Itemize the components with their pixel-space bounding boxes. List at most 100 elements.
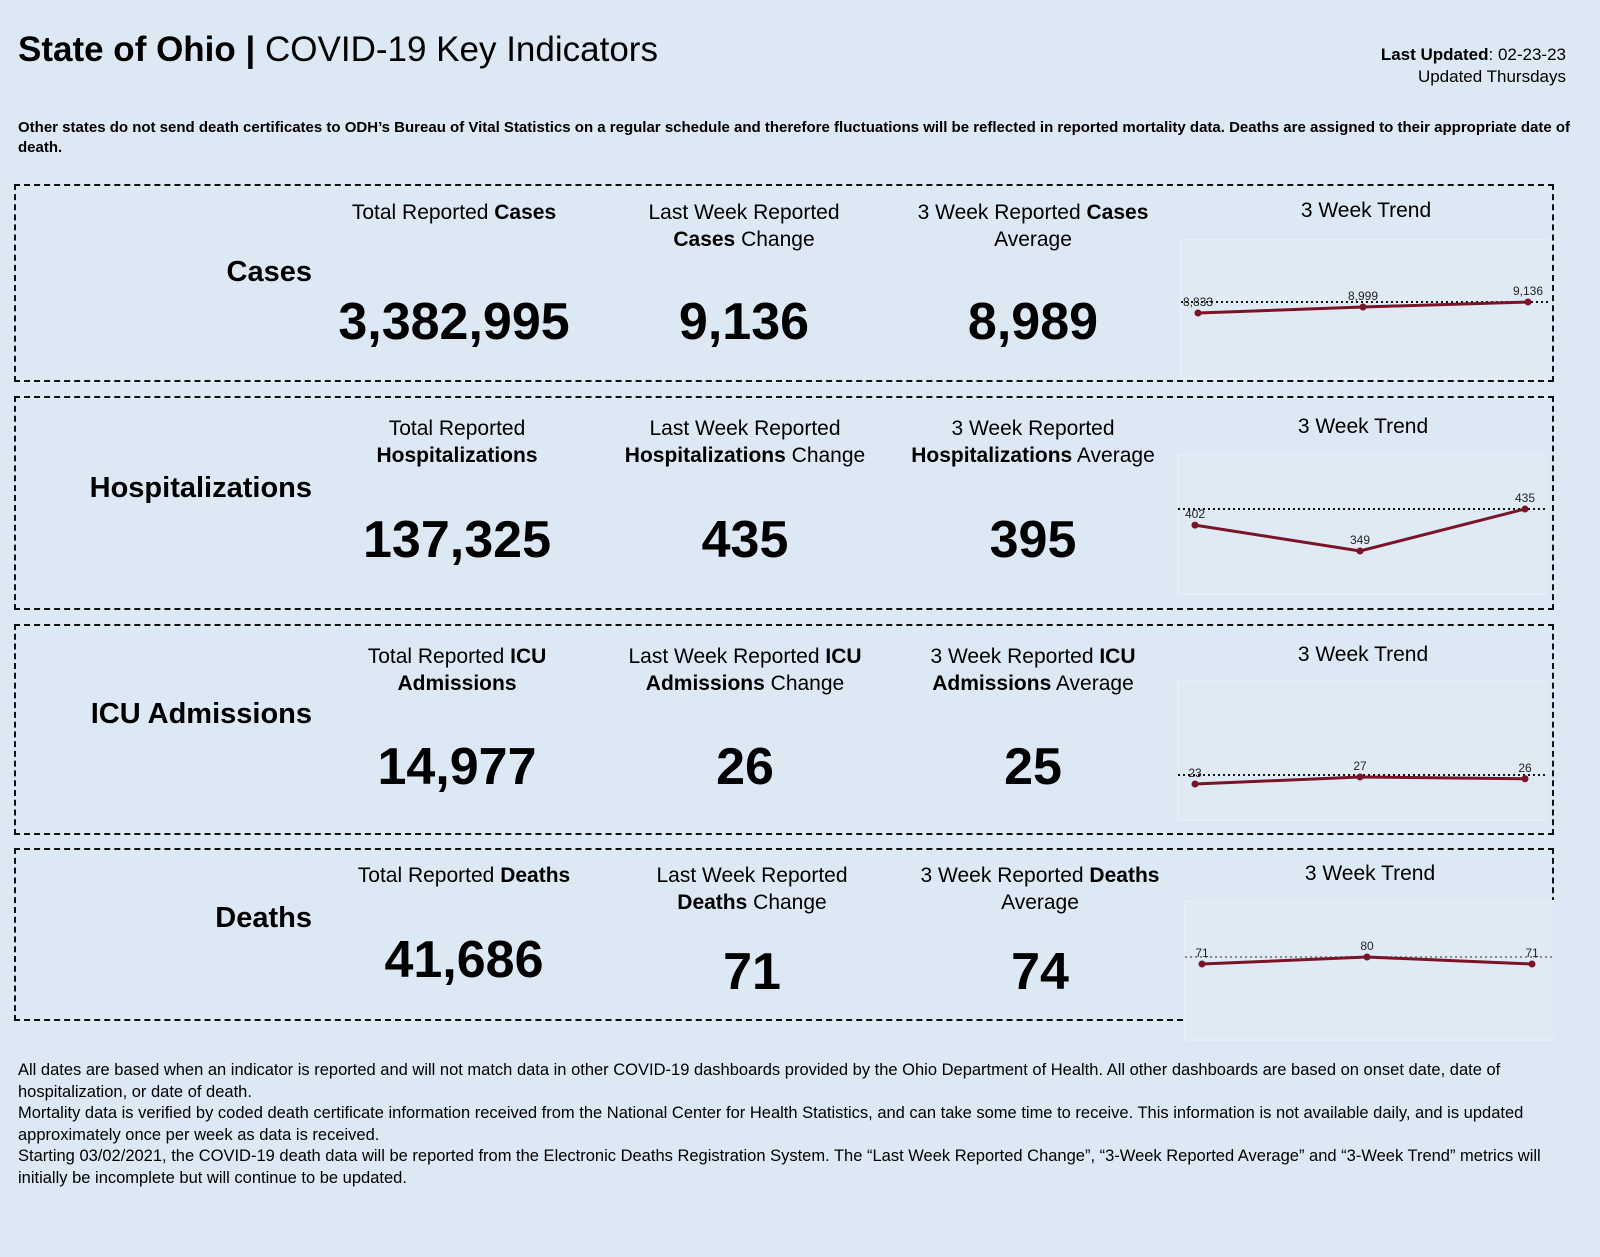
trend-plot-area bbox=[1177, 454, 1547, 595]
trend-chart: 23 27 26 bbox=[1177, 680, 1547, 821]
trend-plot-area bbox=[1184, 900, 1554, 1041]
trend-point-label: 27 bbox=[1353, 759, 1367, 773]
trend-point-label: 8,999 bbox=[1348, 289, 1378, 303]
trend-plot-area bbox=[1177, 680, 1547, 821]
metric-title: Total Reported Deaths bbox=[319, 862, 609, 889]
trend-point-label: 26 bbox=[1518, 761, 1532, 775]
trend-point bbox=[1359, 303, 1367, 311]
metric-title-part: Hospitalizations bbox=[911, 444, 1073, 467]
metric-value: 3,382,995 bbox=[338, 293, 570, 351]
panel-hospitalizations: Hospitalizations Total Reported Hospitaliz… bbox=[14, 396, 1554, 610]
metric-title: Total Reported ICU Admissions bbox=[312, 643, 602, 697]
metric-title-part: Admissions bbox=[645, 672, 765, 695]
footer-note: All dates are based when an indicator is… bbox=[18, 1061, 1501, 1101]
metric-title: Total Reported Cases bbox=[309, 199, 599, 226]
trend-point-label: 402 bbox=[1185, 507, 1205, 521]
metric-title: Total Reported Hospitalizations bbox=[312, 415, 602, 469]
trend-point bbox=[1521, 505, 1529, 513]
last-updated-value: : 02-23-23 bbox=[1488, 45, 1567, 64]
metric-title-part: Deaths bbox=[677, 891, 748, 914]
metric-title-part: ICU bbox=[1099, 645, 1136, 668]
metric-title: 3 Week Reported Cases Average bbox=[888, 199, 1178, 253]
footer-note: Mortality data is verified by coded deat… bbox=[18, 1104, 1524, 1144]
metric-title-part: Total Reported bbox=[351, 201, 495, 224]
last-updated: Last Updated: 02-23-23 Updated Thursdays bbox=[1381, 44, 1566, 88]
panel-label: Hospitalizations bbox=[89, 472, 312, 504]
trend-point bbox=[1191, 521, 1199, 529]
title-state: State of Ohio | bbox=[18, 30, 256, 69]
metric-title-part: 3 Week Reported bbox=[930, 645, 1100, 668]
metric-title-part: Admissions bbox=[397, 672, 517, 695]
mortality-note: Other states do not send death certifica… bbox=[18, 119, 1571, 156]
metric-title: 3 Week Reported Deaths Average bbox=[895, 862, 1185, 916]
panel-icu-admissions: ICU Admissions Total Reported ICU Admissio… bbox=[14, 624, 1554, 835]
metric-value: 14,977 bbox=[377, 738, 537, 796]
trend-point-label: 435 bbox=[1515, 491, 1535, 505]
trend-chart: 71 80 71 bbox=[1184, 900, 1554, 1041]
trend-point bbox=[1191, 780, 1199, 788]
metric-title: Last Week Reported Deaths Change bbox=[607, 862, 897, 916]
metric-title: Last Week Reported Cases Change bbox=[599, 199, 889, 253]
metric-value: 435 bbox=[701, 511, 789, 569]
update-schedule: Updated Thursdays bbox=[1417, 67, 1566, 86]
trend-point bbox=[1198, 960, 1206, 968]
trend-point-label: 71 bbox=[1525, 946, 1539, 960]
metric-title-part: Average bbox=[1072, 444, 1155, 467]
trend-point-label: 8,833 bbox=[1183, 295, 1213, 309]
trend-title: 3 Week Trend bbox=[1300, 199, 1432, 222]
metric-title-part: Total Reported bbox=[388, 417, 526, 440]
trend-point-label: 71 bbox=[1195, 946, 1209, 960]
metric-value: 74 bbox=[1011, 943, 1069, 1001]
panel-label: ICU Admissions bbox=[90, 698, 312, 730]
metric-title: Last Week Reported Hospitalizations Chang… bbox=[600, 415, 890, 469]
panel-label: Cases bbox=[226, 256, 312, 288]
metric-title-part: Cases bbox=[673, 228, 736, 251]
metric-value: 26 bbox=[716, 738, 774, 796]
trend-point-label: 349 bbox=[1350, 533, 1370, 547]
panel-deaths: Deaths Total Reported Deaths 41,686 Last We… bbox=[14, 848, 1554, 1041]
metric-title-part: Hospitalizations bbox=[624, 444, 786, 467]
metric-title-part: Change bbox=[764, 672, 845, 695]
metric-title-part: Hospitalizations bbox=[376, 444, 538, 467]
title-subject: COVID-19 Key Indicators bbox=[255, 30, 658, 69]
trend-chart: 8,833 8,999 9,136 bbox=[1180, 239, 1550, 380]
metric-title-part: Change bbox=[747, 891, 827, 914]
metric-value: 137,325 bbox=[363, 511, 551, 569]
trend-title: 3 Week Trend bbox=[1304, 862, 1436, 885]
metric-title-part: Total Reported bbox=[367, 645, 511, 668]
panel-label: Deaths bbox=[215, 902, 312, 934]
metric-value: 395 bbox=[989, 511, 1077, 569]
trend-point bbox=[1194, 309, 1202, 317]
metric-title-part: 3 Week Reported bbox=[920, 864, 1090, 887]
metric-value: 9,136 bbox=[678, 293, 810, 351]
metric-title-part: Change bbox=[735, 228, 815, 251]
metric-title-part: 3 Week Reported bbox=[951, 417, 1115, 440]
metric-title-part: 3 Week Reported bbox=[917, 201, 1087, 224]
trend-point bbox=[1524, 298, 1532, 306]
panel-cases: Cases Total Reported Cases 3,382,995 Last W… bbox=[14, 184, 1554, 382]
trend-title: 3 Week Trend bbox=[1297, 415, 1429, 438]
metric-title-part: Deaths bbox=[1089, 864, 1160, 887]
metric-value: 71 bbox=[723, 943, 781, 1001]
metric-title-part: Cases bbox=[1086, 201, 1149, 224]
trend-point bbox=[1528, 960, 1536, 968]
metric-title-part: Change bbox=[785, 444, 866, 467]
metric-value: 8,989 bbox=[967, 293, 1099, 351]
trend-chart: 402 349 435 bbox=[1177, 454, 1547, 595]
metric-title: 3 Week Reported Hospitalizations Average bbox=[888, 415, 1178, 469]
metric-title-part: Admissions bbox=[932, 672, 1052, 695]
trend-point-label: 23 bbox=[1188, 766, 1202, 780]
trend-title: 3 Week Trend bbox=[1297, 643, 1429, 666]
metric-title-part: ICU bbox=[825, 645, 862, 668]
metric-title-part: Last Week Reported bbox=[649, 417, 841, 440]
metric-title-part: Cases bbox=[494, 201, 557, 224]
metric-title-part: Average bbox=[1051, 672, 1134, 695]
metric-title-part: Last Week Reported bbox=[628, 645, 826, 668]
page-title: State of Ohio | COVID-19 Key Indicators bbox=[18, 30, 658, 70]
metric-title-part: Total Reported bbox=[357, 864, 501, 887]
metric-title-part: Deaths bbox=[500, 864, 571, 887]
metric-value: 41,686 bbox=[384, 931, 544, 989]
last-updated-label: Last Updated bbox=[1380, 45, 1489, 64]
metric-title-part: Average bbox=[994, 228, 1072, 251]
metric-title: 3 Week Reported ICU Admissions Average bbox=[888, 643, 1178, 697]
